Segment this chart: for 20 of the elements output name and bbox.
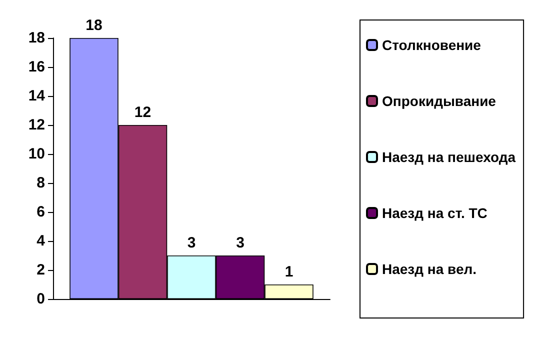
y-tick-label: 4 bbox=[36, 232, 46, 250]
y-tick-label: 8 bbox=[36, 174, 45, 192]
y-tick-label: 16 bbox=[28, 58, 45, 76]
legend-label: Наезд на вел. bbox=[382, 261, 477, 277]
y-tick-label: 0 bbox=[36, 290, 45, 308]
y-tick-label: 10 bbox=[28, 146, 45, 162]
legend-label: Наезд на ст. ТС bbox=[382, 205, 488, 221]
data-label: 18 bbox=[86, 17, 102, 34]
data-label: 3 bbox=[236, 234, 244, 252]
legend-label: Наезд на пешехода bbox=[382, 149, 516, 165]
data-label: 3 bbox=[187, 234, 196, 252]
data-label: 12 bbox=[134, 104, 152, 121]
y-tick-label: 14 bbox=[28, 88, 46, 104]
y-tick-label: 2 bbox=[36, 262, 45, 278]
data-label: 1 bbox=[284, 264, 294, 280]
legend-label: Столкновение bbox=[382, 37, 482, 53]
y-tick-label: 18 bbox=[28, 30, 45, 46]
legend-label: Опрокидывание bbox=[382, 93, 496, 109]
y-tick-label: 6 bbox=[36, 204, 45, 220]
y-tick-label: 12 bbox=[28, 116, 45, 134]
